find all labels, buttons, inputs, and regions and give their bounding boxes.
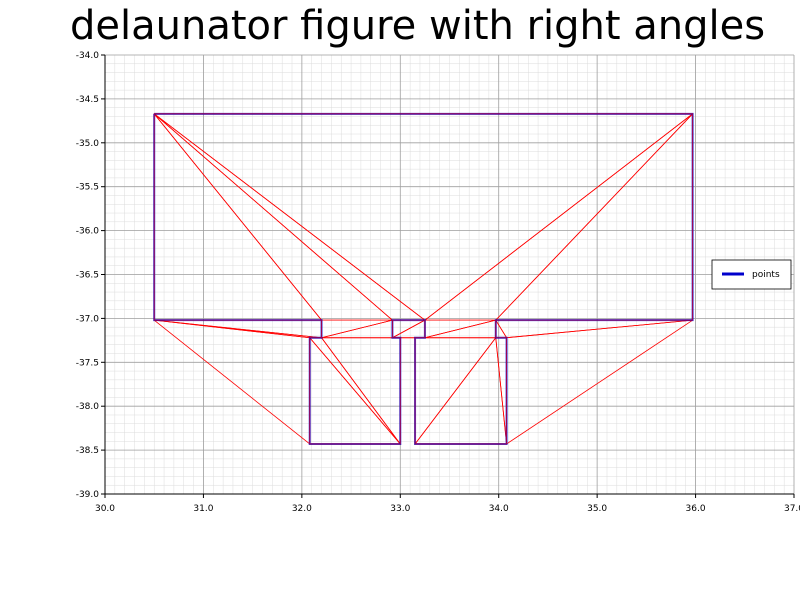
legend: points: [711, 259, 792, 290]
y-tick-label: -37.0: [76, 314, 100, 324]
triangle-edge: [153, 319, 311, 445]
x-tick-label: 34.0: [489, 504, 509, 514]
axes: 30.0 31.0 32.0 33.0 34.0 35.0 36.0 37.0 -34.0 -34…: [76, 51, 800, 514]
chart-title: delaunator figure with right angles: [70, 3, 766, 49]
triangle-edge: [153, 113, 426, 321]
legend-label: points: [752, 270, 780, 280]
y-tick-label: -39.0: [76, 490, 100, 500]
x-tick-label: 37.0: [784, 504, 800, 514]
x-tick-label: 32.0: [292, 504, 312, 514]
series-line: [153, 112, 694, 445]
x-tick-label: 31.0: [193, 504, 213, 514]
triangle-edge: [153, 113, 694, 321]
y-tick-label: -36.0: [76, 227, 100, 237]
y-tick-label: -35.0: [76, 139, 100, 149]
triangle-edge: [424, 113, 694, 321]
y-tick-label: -34.5: [76, 95, 99, 105]
y-tick-label: -34.0: [76, 51, 100, 61]
series-lines: [153, 112, 694, 445]
triangle-edges: [153, 113, 694, 445]
y-tick-label: -38.0: [76, 402, 100, 412]
triangle-edge: [321, 319, 393, 339]
x-tick-label: 30.0: [95, 504, 115, 514]
triangle-edge: [424, 319, 497, 339]
x-tick-label: 35.0: [587, 504, 607, 514]
triangle-edge: [495, 113, 694, 321]
grid: [104, 54, 795, 495]
y-tick-label: -35.5: [76, 183, 99, 193]
y-tick-label: -36.5: [76, 271, 99, 281]
x-tick-label: 36.0: [686, 504, 706, 514]
x-tick-label: 33.0: [390, 504, 410, 514]
y-tick-label: -38.5: [76, 446, 99, 456]
series-edge-overlay: [153, 113, 694, 445]
y-tick-label: -37.5: [76, 358, 99, 368]
triangle-edge: [506, 319, 694, 445]
